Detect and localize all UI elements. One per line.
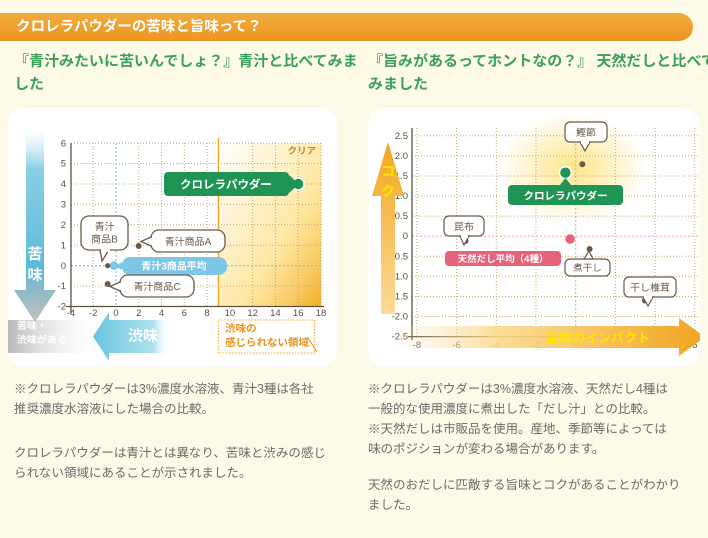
svg-text:2: 2 [61, 220, 66, 231]
svg-text:商品B: 商品B [91, 235, 118, 246]
svg-text:天然だし平均（4種）: 天然だし平均（4種） [458, 253, 549, 265]
svg-text:鰹節: 鰹節 [576, 127, 596, 139]
svg-text:1: 1 [61, 240, 66, 251]
svg-text:16: 16 [293, 308, 304, 319]
svg-text:感じられない領域: 感じられない領域 [225, 336, 309, 349]
svg-text:渋味: 渋味 [128, 328, 158, 345]
svg-text:苦: 苦 [27, 246, 42, 263]
svg-text:0: 0 [61, 261, 66, 272]
svg-text:青汁商品A: 青汁商品A [165, 237, 212, 248]
svg-text:煮干し: 煮干し [573, 263, 602, 274]
svg-text:2: 2 [136, 308, 141, 319]
svg-text:昆布: 昆布 [454, 221, 474, 233]
svg-text:渋味の: 渋味の [225, 323, 257, 335]
svg-text:8: 8 [204, 308, 209, 319]
svg-text:-2: -2 [58, 302, 66, 313]
svg-text:18: 18 [316, 308, 327, 319]
svg-text:クリア: クリア [287, 146, 316, 157]
svg-text:6: 6 [182, 308, 187, 319]
svg-text:4: 4 [61, 179, 66, 190]
svg-text:6: 6 [61, 138, 66, 149]
svg-text:青汁3商品平均: 青汁3商品平均 [141, 261, 207, 273]
svg-text:旨味のインパクト: 旨味のインパクト [546, 331, 650, 346]
svg-text:青汁商品C: 青汁商品C [133, 282, 180, 293]
svg-text:-1: -1 [58, 281, 66, 292]
svg-text:青汁: 青汁 [95, 222, 115, 233]
svg-text:4: 4 [159, 308, 164, 319]
svg-text:0: 0 [113, 308, 118, 319]
svg-text:クロレラパウダー: クロレラパウダー [524, 190, 608, 203]
svg-text:-4: -4 [67, 308, 75, 319]
svg-text:クロレラパウダー: クロレラパウダー [180, 179, 272, 192]
svg-text:14: 14 [270, 308, 281, 319]
svg-text:味: 味 [27, 267, 42, 284]
svg-text:3: 3 [61, 200, 66, 211]
svg-text:5: 5 [61, 159, 66, 170]
svg-text:ク: ク [381, 183, 395, 199]
svg-text:-2: -2 [89, 308, 97, 319]
svg-text:10: 10 [225, 308, 236, 319]
svg-text:12: 12 [247, 308, 258, 319]
svg-text:コ: コ [381, 163, 395, 179]
svg-text:干し椎茸: 干し椎茸 [630, 282, 670, 294]
